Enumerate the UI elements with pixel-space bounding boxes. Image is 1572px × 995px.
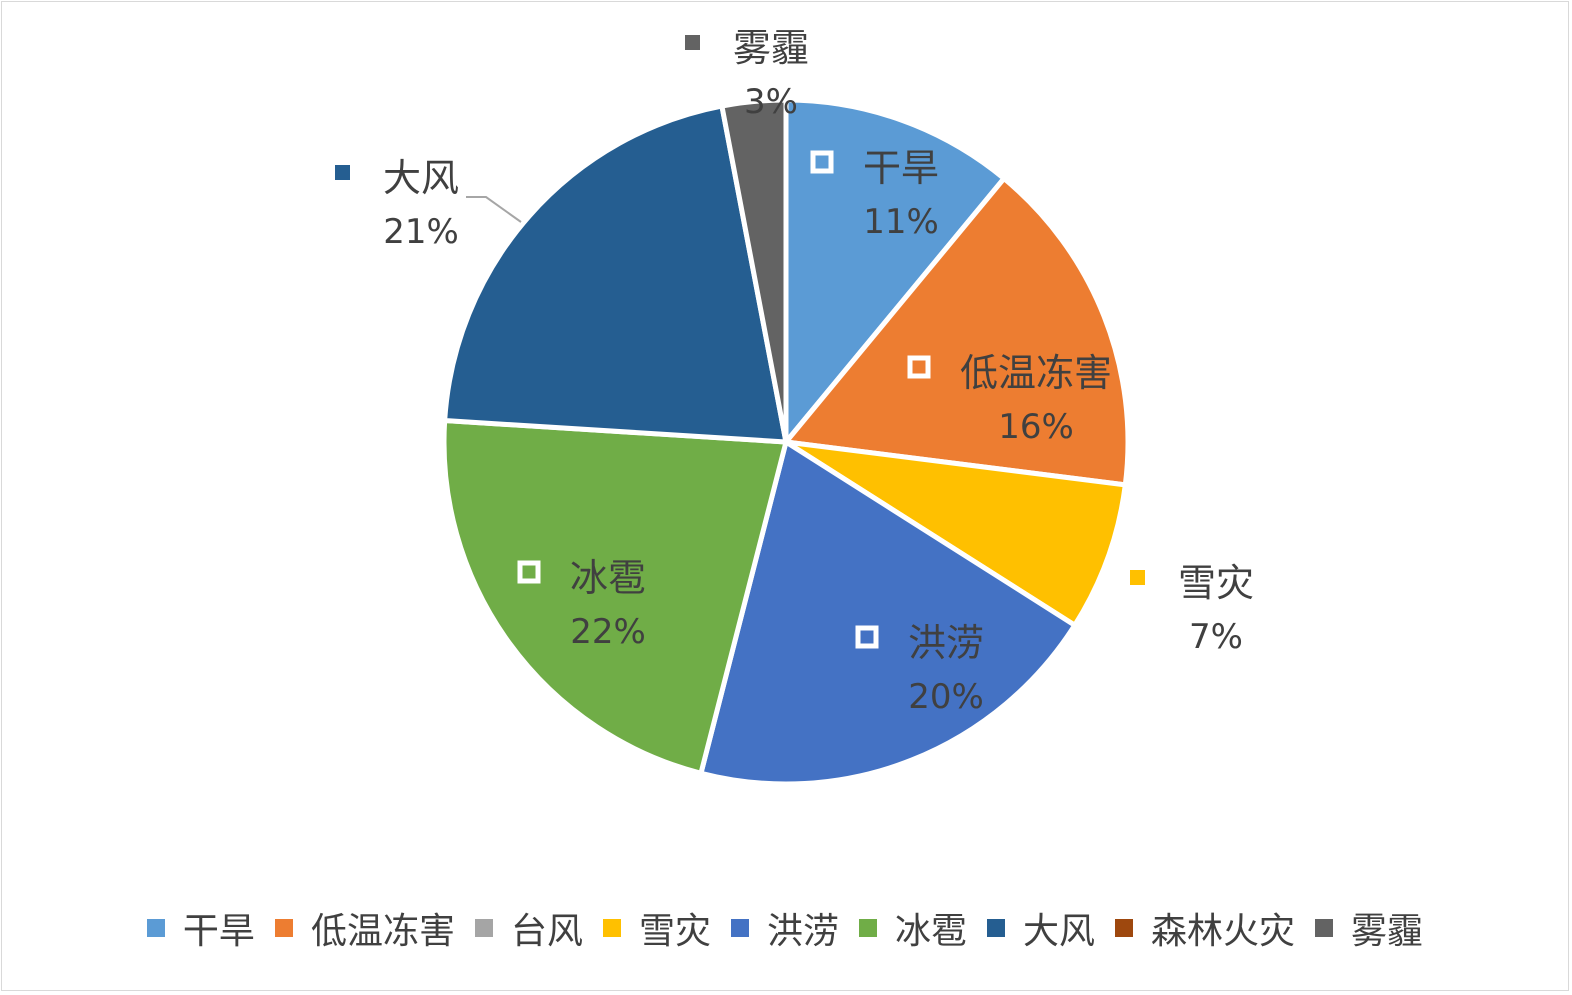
slice-value-label-5: 20% (908, 677, 984, 717)
label-marker-1 (810, 150, 834, 174)
slice-value-label-2: 16% (998, 407, 1074, 447)
pie-slice-2 (783, 175, 1131, 488)
slice-value-label-6: 22% (570, 612, 646, 652)
legend: 干旱 低温冻害 台风 雪灾 洪涝 冰雹 大风 森林火灾 雾霾 (2, 902, 1568, 954)
legend-swatch-8 (1115, 919, 1134, 937)
legend-item-5: 洪涝 (730, 902, 839, 954)
legend-item-9: 雾霾 (1315, 902, 1423, 954)
slice-category-label-2: 低温冻害 (960, 351, 1112, 395)
slice-category-label-9: 雾霾 (733, 26, 809, 70)
pie-slice-4 (783, 439, 1128, 628)
slice-category-label-7: 大风 (383, 156, 459, 200)
legend-swatch-5 (730, 919, 749, 937)
legend-item-6: 冰雹 (859, 902, 967, 954)
slice-value-label-4: 7% (1189, 617, 1243, 657)
label-marker-6 (517, 560, 541, 584)
legend-label-8: 森林火灾 (1151, 911, 1296, 952)
legend-swatch-9 (1315, 919, 1334, 937)
legend-label-4: 雪灾 (638, 911, 711, 952)
pie-slice-6 (441, 418, 789, 776)
legend-item-4: 雪灾 (602, 902, 711, 954)
slice-category-label-5: 洪涝 (908, 621, 984, 665)
slice-category-label-6: 冰雹 (570, 556, 646, 600)
pie-slice-1 (783, 97, 1007, 445)
legend-swatch-3 (474, 919, 493, 937)
label-marker-5 (855, 625, 879, 649)
legend-label-9: 雾霾 (1351, 911, 1424, 952)
legend-item-1: 干旱 (146, 902, 255, 954)
legend-swatch-1 (146, 919, 165, 937)
leader-line-7 (466, 196, 522, 223)
legend-swatch-6 (859, 919, 877, 937)
legend-label-5: 洪涝 (766, 911, 839, 952)
legend-label-6: 冰雹 (895, 911, 968, 952)
slice-value-label-7: 21% (383, 212, 459, 252)
legend-item-8: 森林火灾 (1115, 902, 1295, 954)
legend-item-3: 台风 (474, 902, 583, 954)
legend-item-7: 大风 (987, 902, 1095, 954)
legend-label-1: 干旱 (182, 911, 255, 952)
legend-swatch-2 (274, 919, 293, 937)
pie-chart: 干旱 11% 低温冻害 16% 雪灾 7% 洪涝 20% 冰雹 22% 大风 21% 雾霾 3% (335, 26, 1254, 787)
legend-swatch-4 (602, 919, 621, 937)
legend-label-3: 台风 (510, 911, 583, 952)
label-marker-7 (335, 165, 350, 180)
pie-slice-7 (442, 103, 789, 445)
legend-swatch-7 (987, 919, 1006, 937)
label-marker-9 (685, 35, 700, 50)
pie-slice-9 (719, 97, 789, 445)
slice-value-label-1: 11% (863, 202, 939, 242)
legend-item-2: 低温冻害 (274, 902, 455, 954)
legend-label-2: 低温冻害 (310, 911, 455, 952)
legend-label-7: 大风 (1023, 911, 1096, 952)
slice-value-label-9: 3% (744, 82, 798, 122)
pie-slice-5 (698, 439, 1078, 787)
label-marker-2 (907, 355, 931, 379)
label-marker-4 (1130, 570, 1145, 585)
slice-category-label-4: 雪灾 (1178, 561, 1254, 605)
slice-category-label-1: 干旱 (863, 146, 939, 190)
